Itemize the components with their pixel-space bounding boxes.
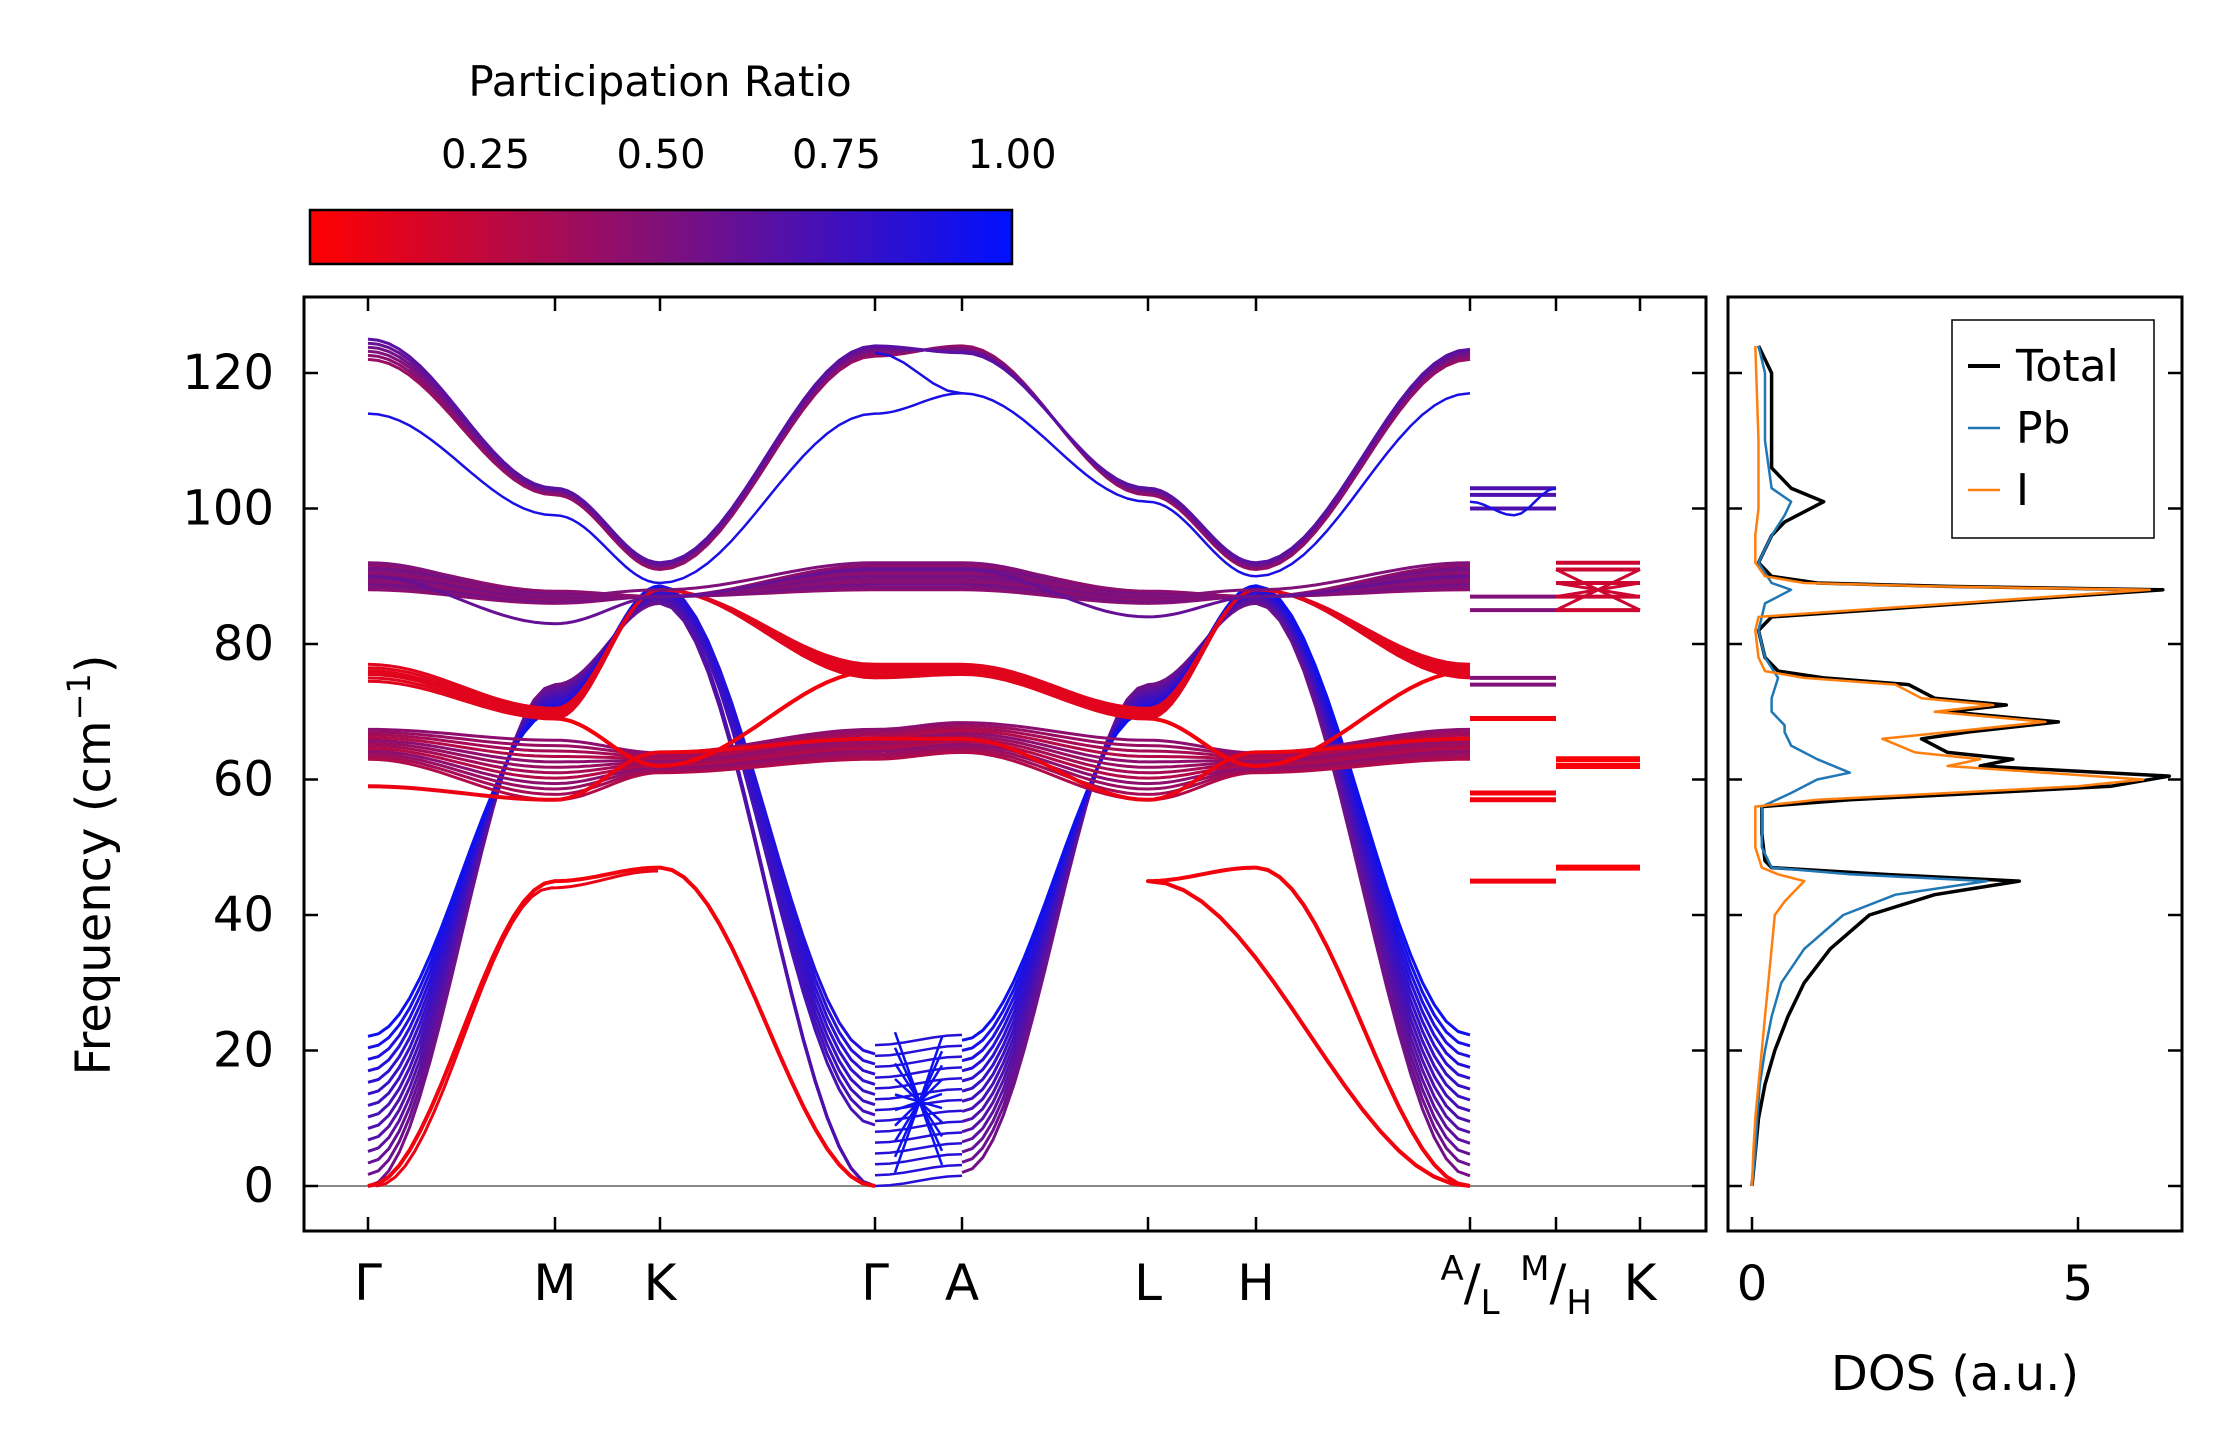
acoustic-branch (874, 1033, 963, 1047)
acoustic-branch (367, 585, 661, 1050)
x-tick-label: K (644, 1254, 678, 1312)
acoustic-branch (874, 1087, 963, 1101)
cluster-60-branch (367, 729, 1471, 760)
dos-x-tick-label: 0 (1737, 1256, 1768, 1312)
acoustic-branch (659, 584, 876, 1056)
y-tick-label: 120 (182, 345, 274, 401)
ylabel-close: ) (66, 654, 122, 673)
top-branch (874, 351, 963, 395)
dos-series-pb (1750, 345, 1988, 1187)
x-tick-label: Γ (861, 1254, 889, 1312)
acoustic-branch (367, 588, 661, 1073)
x-tick-label: M (533, 1254, 576, 1312)
flat-segment-MH-K (1555, 568, 1641, 612)
dos-y-ticks (1728, 371, 2182, 1188)
acoustic-branch (961, 593, 1471, 1113)
top-branch (367, 347, 1471, 569)
band-lines (306, 337, 1704, 1188)
colorbar-tick-label: 0.75 (792, 132, 881, 178)
acoustic-branch (874, 1044, 963, 1058)
colorbar-title: Participation Ratio (468, 57, 851, 106)
x-tick-label: A (945, 1254, 979, 1312)
y-tick-label: 100 (182, 481, 274, 537)
colorbar-tick-label: 0.25 (441, 132, 530, 178)
legend-label: I (2016, 465, 2029, 516)
cluster-60-branch (367, 748, 1471, 796)
dos-lines (1750, 345, 2172, 1187)
y-tick-label: 20 (213, 1023, 274, 1079)
cluster-60-branch (368, 721, 1471, 755)
cluster-88-branch (367, 561, 1471, 599)
acoustic-branch (367, 584, 661, 1038)
y-tick-label: 40 (213, 887, 274, 943)
dos-series-i (1750, 345, 2151, 1187)
ylabel-superscript: −1 (60, 673, 98, 720)
x-tick-label-composite: A/L (1440, 1249, 1499, 1323)
cluster-60-branch (367, 740, 1471, 780)
lowest-optical-branch (1146, 865, 1471, 1188)
acoustic-branch (874, 1174, 963, 1188)
x-tick-label: L (1134, 1254, 1162, 1312)
x-tick-label-composite: M/H (1520, 1249, 1592, 1323)
acoustic-branch (874, 1077, 963, 1090)
colorbar-tick-label: 1.00 (967, 132, 1056, 178)
lowest-optical-branch (375, 869, 659, 1188)
cluster-60-branch (367, 742, 1471, 786)
acoustic-branch (961, 595, 1471, 1124)
band-y-axis-label: Frequency (cm−1) (60, 654, 122, 1075)
band-y-ticks: 0 20 40 60 80 100 120 (182, 345, 1706, 1214)
dos-axes-frame (1726, 295, 2184, 1233)
top-branch (367, 337, 1471, 565)
band-x-ticks: Γ M K Γ A L H KA/LM/H (354, 297, 1658, 1323)
acoustic-branch (367, 591, 661, 1096)
cluster-88-branch (367, 563, 1471, 599)
acoustic-branch (367, 589, 661, 1084)
acoustic-branch (874, 1142, 963, 1155)
acoustic-branch (874, 1152, 963, 1166)
acoustic-branch (874, 1109, 963, 1123)
acoustic-branch (874, 1120, 963, 1134)
legend-label: Total (2015, 341, 2119, 392)
top-branch (367, 341, 1471, 566)
x-tick-label: K (1624, 1254, 1658, 1312)
cluster-88-branch (367, 568, 1471, 626)
cluster-60-branch (367, 745, 1471, 791)
acoustic-branch (961, 596, 1471, 1134)
acoustic-branch (874, 1163, 963, 1177)
acoustic-branch (874, 1066, 963, 1079)
x-tick-label: H (1237, 1254, 1275, 1312)
colorbar: Participation Ratio 0.25 0.50 0.75 1.00 (308, 57, 1057, 266)
legend-label: Pb (2016, 403, 2070, 454)
acoustic-branch (367, 586, 661, 1061)
zigzag-branch (893, 1031, 944, 1166)
colorbar-tick-label: 0.50 (616, 132, 705, 178)
lowest-optical-branch (367, 865, 876, 1188)
y-tick-label: 80 (213, 616, 274, 672)
top-branch (367, 345, 1471, 567)
dos-legend: Total Pb I (1951, 319, 2155, 539)
dos-x-axis-label: DOS (a.u.) (1831, 1346, 2079, 1402)
acoustic-branch (874, 1131, 963, 1144)
ylabel-main: Frequency (cm (66, 720, 122, 1075)
flat-segment-AL-MH (1469, 486, 1557, 517)
dos-x-tick-label: 5 (2063, 1256, 2094, 1312)
band-axes-frame (302, 295, 1708, 1233)
acoustic-branch (961, 592, 1471, 1103)
red-branch (367, 736, 1471, 802)
acoustic-branch (659, 595, 876, 1188)
acoustic-branch (874, 1055, 963, 1069)
y-tick-label: 0 (243, 1158, 274, 1214)
top-branch (367, 392, 1471, 585)
colorbar-gradient (308, 208, 1014, 266)
y-tick-label: 60 (213, 752, 274, 808)
x-tick-label: Γ (354, 1254, 382, 1312)
